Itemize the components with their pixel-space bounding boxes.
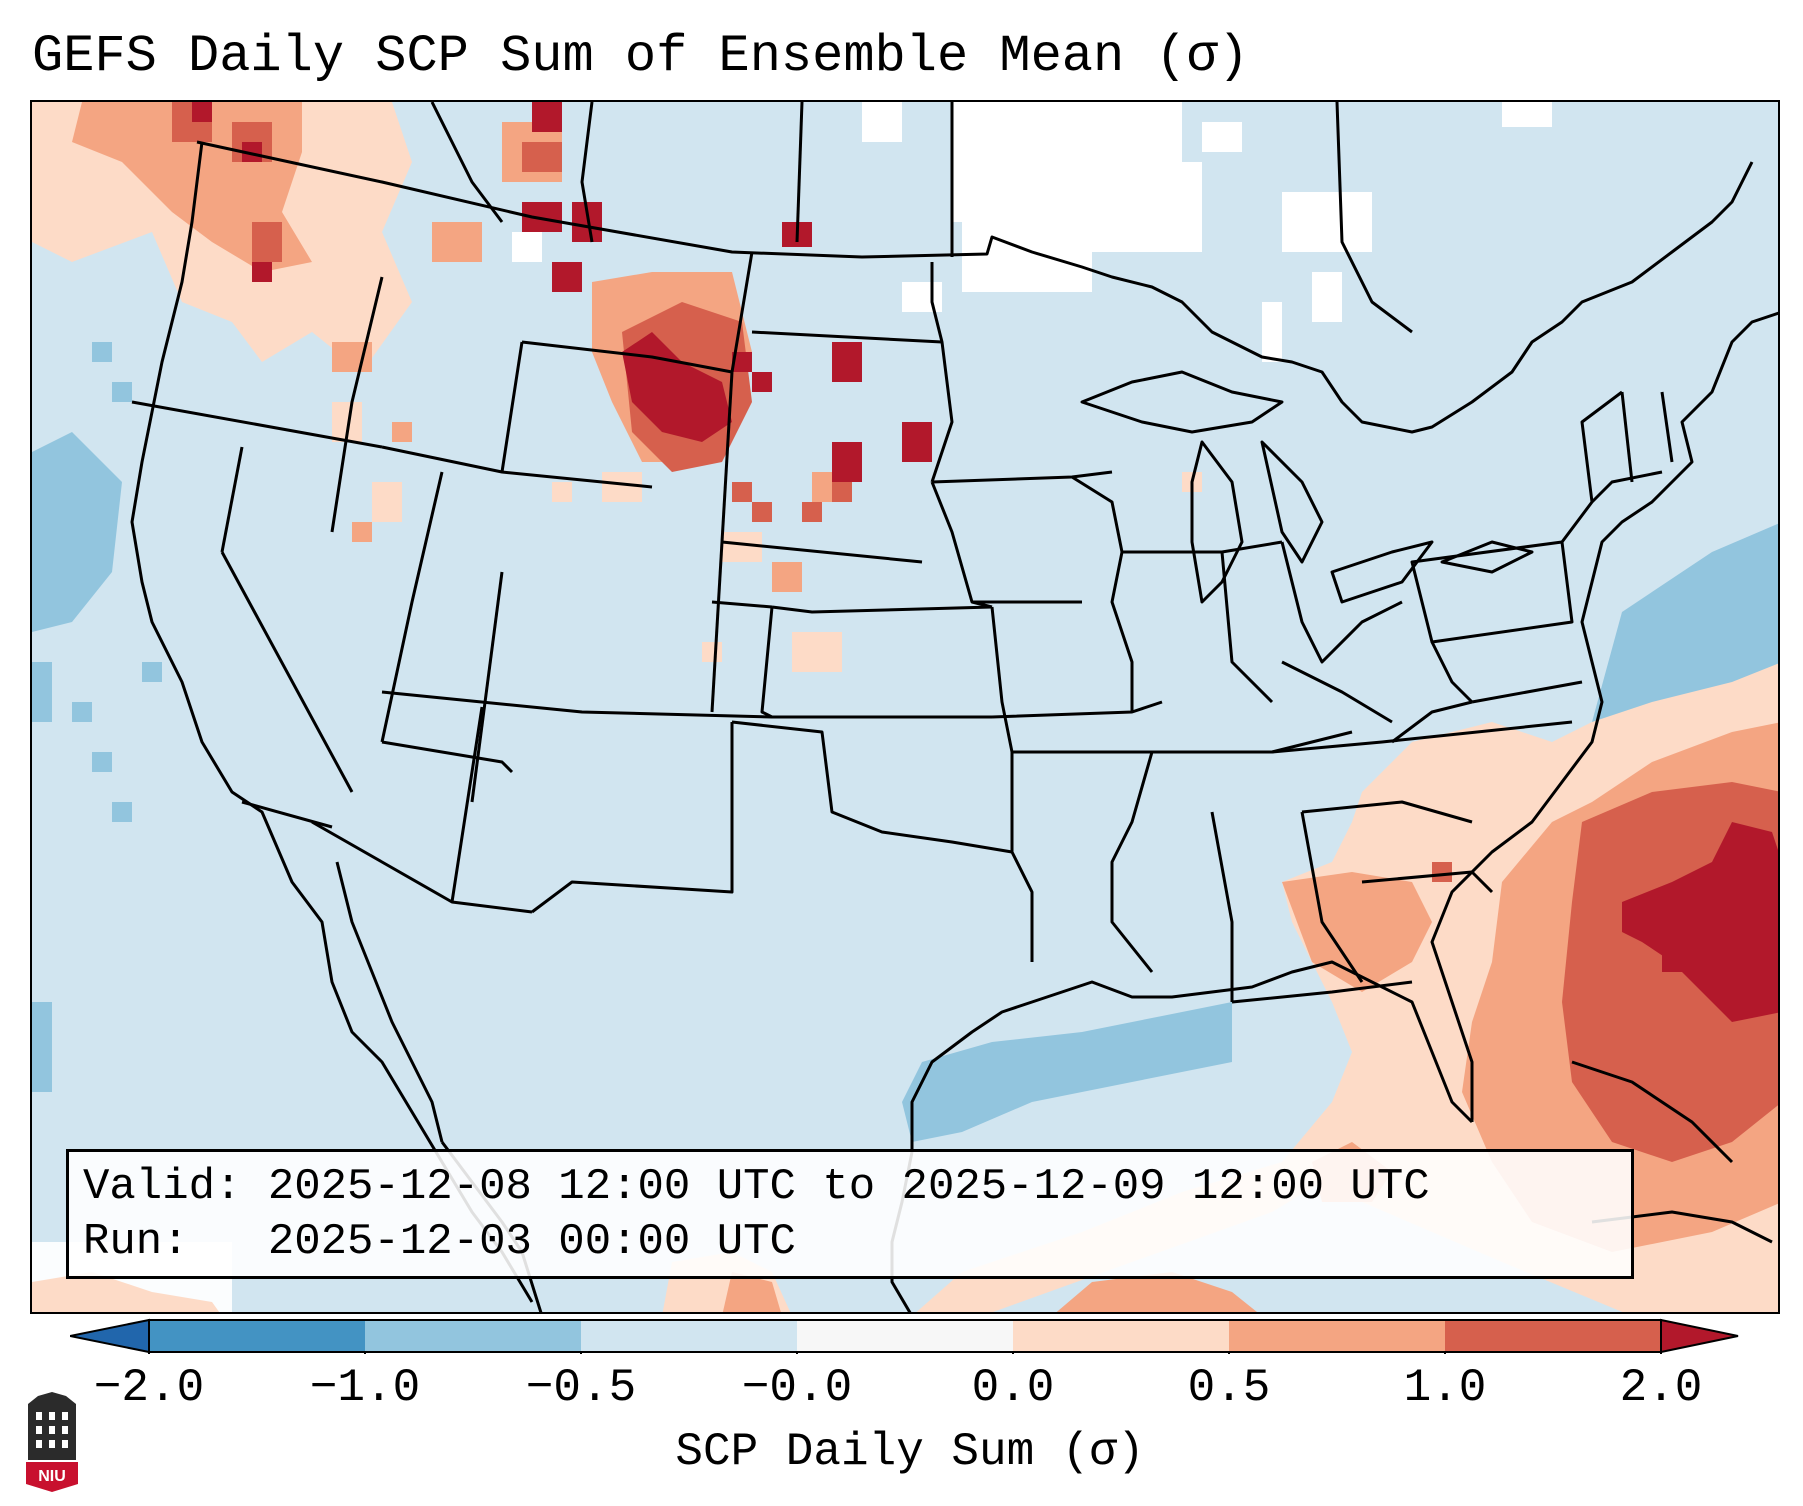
- chart-title: GEFS Daily SCP Sum of Ensemble Mean (σ): [32, 27, 1249, 86]
- colorbar-tick: 0.5: [1187, 1362, 1271, 1414]
- run-row: Run: 2025-12-03 00:00 UTC: [83, 1215, 1617, 1270]
- colorbar-bin-neg1-neg05: [365, 1320, 581, 1352]
- colorbar-label: SCP Daily Sum (σ): [675, 1426, 1145, 1478]
- colorbar-tick: 0.0: [971, 1362, 1055, 1414]
- niu-logo: NIU: [26, 1392, 78, 1492]
- colorbar-bin-0-05: [1013, 1320, 1229, 1352]
- colorbar-bin-neg2-neg1: [149, 1320, 365, 1352]
- colorbar-bin-zero: [797, 1320, 1013, 1352]
- colorbar-bin-05-1: [1229, 1320, 1445, 1352]
- colorbar-tick: 2.0: [1619, 1362, 1703, 1414]
- colorbar-bin-1-2: [1445, 1320, 1661, 1352]
- valid-time-box: Valid: 2025-12-08 12:00 UTC to 2025-12-0…: [66, 1149, 1634, 1279]
- run-label: Run:: [83, 1217, 189, 1267]
- colorbar: [70, 1318, 1739, 1354]
- colorbar-tick: −0.5: [525, 1362, 637, 1414]
- logo-text: NIU: [38, 1468, 66, 1485]
- colorbar-tick: 1.0: [1403, 1362, 1487, 1414]
- colorbar-bin-neg05-0: [581, 1320, 797, 1352]
- colorbar-tick: −0.0: [741, 1362, 853, 1414]
- colorbar-tick: −2.0: [93, 1362, 205, 1414]
- map-canvas: [32, 102, 1778, 1312]
- run-value: 2025-12-03 00:00 UTC: [267, 1217, 796, 1267]
- valid-row: Valid: 2025-12-08 12:00 UTC to 2025-12-0…: [83, 1160, 1617, 1215]
- valid-value: 2025-12-08 12:00 UTC to 2025-12-09 12:00…: [267, 1162, 1430, 1212]
- colorbar-extend-low: [70, 1318, 150, 1354]
- colorbar-extend-high: [1660, 1318, 1739, 1354]
- map-boundaries: [130, 102, 1778, 1312]
- positive-anomaly-extreme-cells: [192, 102, 1778, 1022]
- valid-label: Valid:: [83, 1162, 242, 1212]
- map-panel: [30, 100, 1780, 1314]
- colorbar-tick: −1.0: [309, 1362, 421, 1414]
